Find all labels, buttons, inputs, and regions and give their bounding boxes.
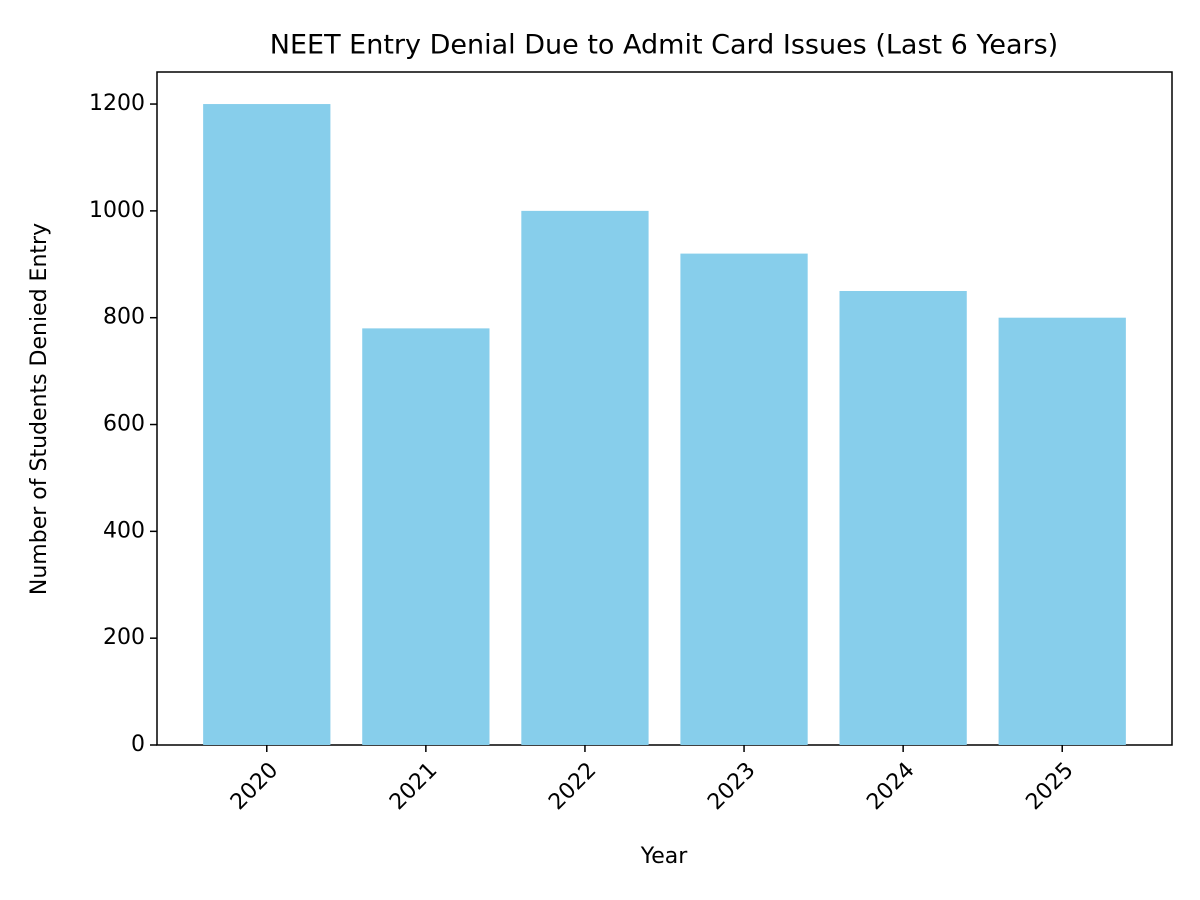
y-tick-label: 200: [103, 625, 145, 650]
bar: [680, 253, 808, 745]
x-tick-label: 2025: [1021, 758, 1078, 815]
y-tick-label: 0: [131, 732, 145, 757]
bar: [362, 328, 490, 745]
bar: [839, 290, 967, 745]
y-tick-label: 600: [103, 412, 145, 437]
bar: [998, 317, 1126, 745]
plot-frame: [156, 71, 1173, 746]
y-tick-label: 1000: [89, 198, 145, 223]
y-tick-label: 400: [103, 518, 145, 543]
x-tick-label: 2021: [385, 758, 442, 815]
chart-title: NEET Entry Denial Due to Admit Card Issu…: [270, 30, 1058, 61]
y-tick-label: 1200: [89, 91, 145, 116]
y-axis-label: Number of Students Denied Entry: [27, 223, 52, 595]
y-tick-label: 800: [103, 305, 145, 330]
x-tick-label: 2020: [226, 758, 283, 815]
bar: [203, 104, 331, 746]
x-axis-label: Year: [640, 844, 689, 869]
x-tick-label: 2024: [862, 758, 919, 815]
bar: [521, 210, 649, 745]
x-tick-label: 2023: [703, 758, 760, 815]
x-tick-label: 2022: [544, 758, 601, 815]
